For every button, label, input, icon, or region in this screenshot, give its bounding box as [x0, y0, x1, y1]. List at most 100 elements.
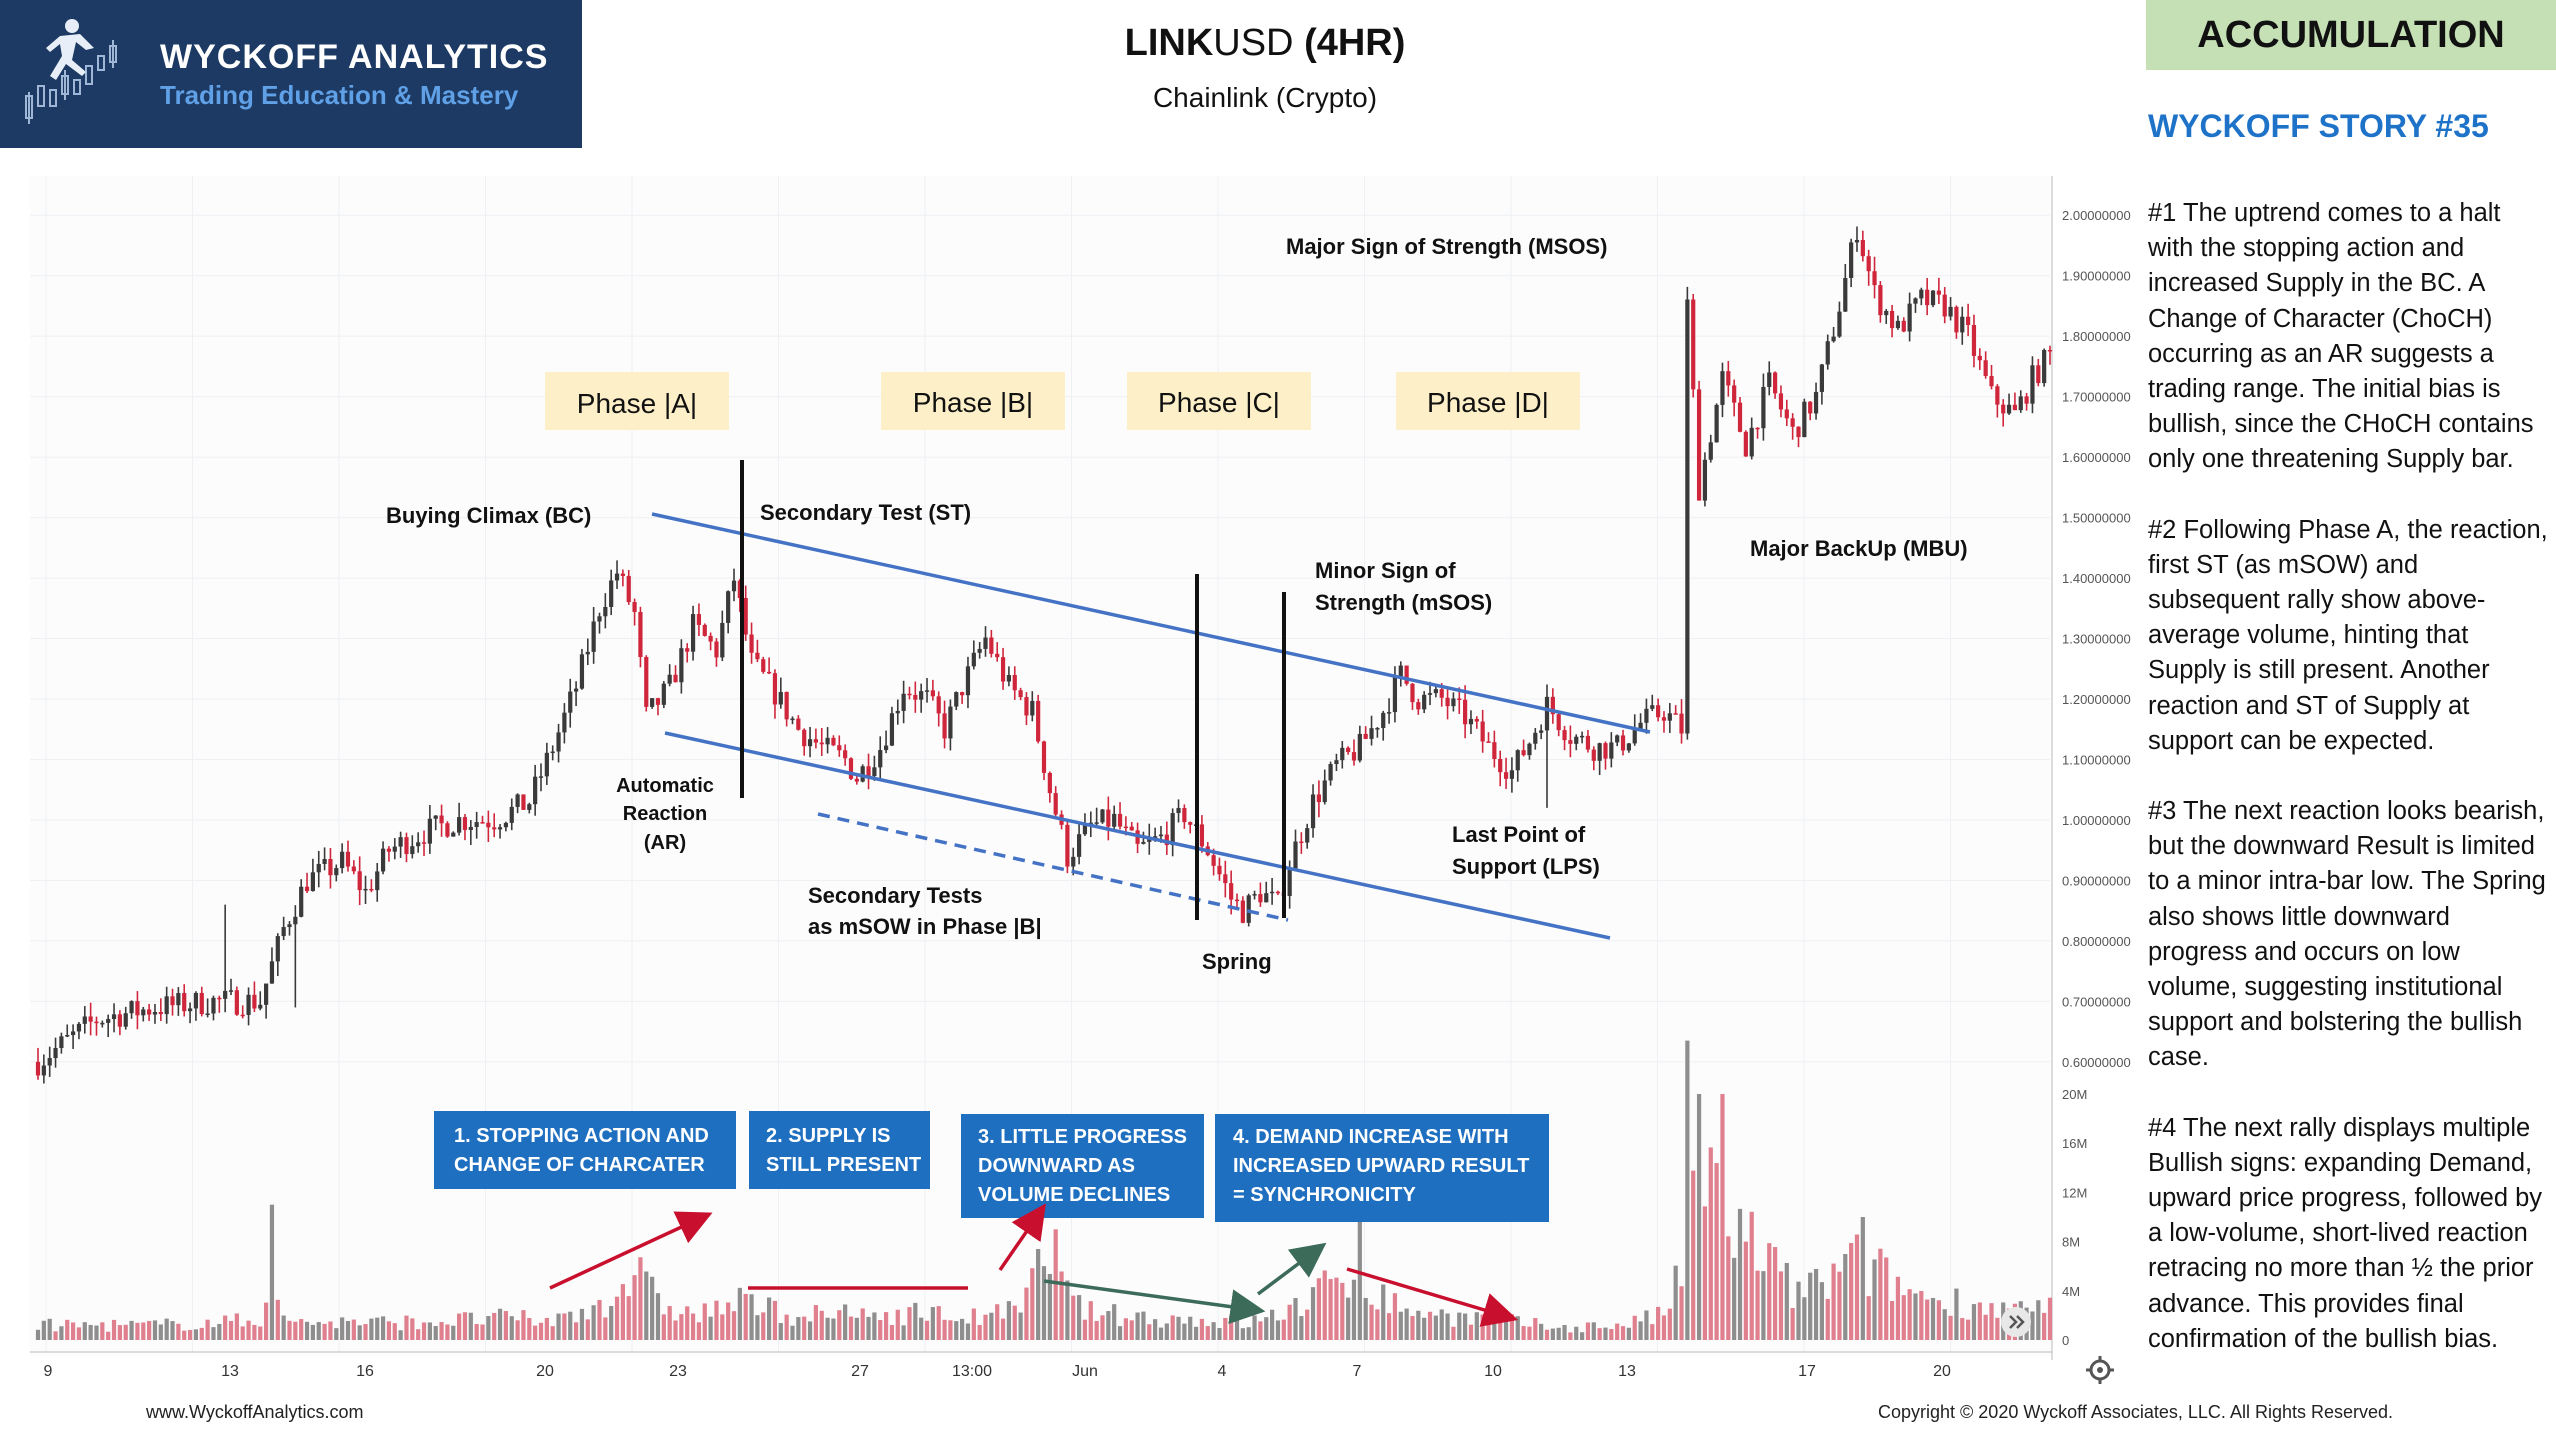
candle-body	[135, 1001, 140, 1016]
volume-bar	[1790, 1308, 1795, 1340]
candle-body	[223, 990, 228, 999]
candle-body	[614, 573, 620, 581]
candle-body	[889, 713, 895, 746]
volume-bar	[211, 1327, 216, 1340]
volume-bar	[579, 1308, 585, 1340]
candle-body	[749, 634, 754, 653]
candle-body	[1065, 824, 1070, 867]
candle-body	[1299, 841, 1304, 844]
volume-bar	[983, 1314, 988, 1340]
volume-bar	[960, 1318, 965, 1340]
volume-bar	[223, 1315, 228, 1340]
candle-body	[1825, 341, 1830, 365]
candle-body	[1772, 372, 1778, 394]
candle-body	[187, 1008, 193, 1012]
volume-bar	[205, 1319, 210, 1340]
candle-body	[111, 1014, 117, 1020]
volume-annotations: 1. STOPPING ACTION AND CHANGE OF CHARCAT…	[434, 1111, 1549, 1222]
volume-bar	[451, 1325, 456, 1340]
volume-bar	[1275, 1320, 1281, 1340]
volume-tick-label: 8M	[2062, 1235, 2080, 1250]
volume-bar	[609, 1306, 614, 1340]
candle-body	[1498, 758, 1503, 773]
chart-title: LINKUSD (4HR)	[900, 22, 1630, 65]
volume-bar	[1211, 1322, 1216, 1340]
candle-body	[1392, 676, 1398, 713]
candle-body	[603, 606, 608, 617]
st-label: Secondary Test (ST)	[760, 500, 971, 525]
candle-body	[1094, 822, 1099, 824]
volume-bar	[1036, 1248, 1041, 1340]
volume-bar	[182, 1330, 187, 1340]
candle-body	[176, 993, 181, 1006]
price-tick-label: 1.80000000	[2062, 329, 2131, 344]
candle-body	[597, 616, 602, 622]
volume-tick-label: 4M	[2062, 1284, 2080, 1299]
candle-body	[304, 886, 310, 892]
candle-body	[1468, 718, 1474, 725]
volume-bar	[685, 1306, 690, 1340]
candle-body	[632, 602, 637, 612]
volume-bar	[1714, 1163, 1719, 1340]
box1-line: CHANGE OF CHARCATER	[454, 1154, 705, 1176]
candle-body	[1527, 743, 1532, 756]
volume-bar	[410, 1318, 415, 1340]
time-axis: 9 13 16 20 23 27 13:00 Jun 4 7 10 13 17 20	[44, 1363, 1951, 1380]
story-paragraph: #2 Following Phase A, the reaction, firs…	[2148, 515, 2548, 755]
candle-body	[1264, 893, 1269, 903]
st-msow-label-line: Secondary Tests	[808, 883, 982, 908]
volume-bar	[492, 1312, 497, 1340]
candle-body	[2042, 349, 2047, 384]
candle-body	[152, 1011, 158, 1015]
candle-body	[796, 718, 801, 730]
candle-body	[1480, 721, 1485, 742]
candle-body	[784, 691, 789, 720]
candle-body	[1948, 306, 1953, 317]
volume-bar	[404, 1315, 409, 1340]
volume-bar	[1913, 1293, 1918, 1340]
candle-body	[1966, 316, 1971, 325]
settings-gear-icon[interactable]	[2086, 1356, 2114, 1384]
candle-body	[1568, 740, 1573, 744]
candle-body	[1223, 874, 1228, 884]
candle-body	[497, 827, 503, 830]
volume-bar	[427, 1322, 432, 1340]
volume-bar	[831, 1318, 836, 1340]
volume-bar	[1720, 1094, 1725, 1340]
volume-bar	[82, 1322, 87, 1340]
candle-body	[1609, 742, 1614, 759]
volume-bar	[217, 1323, 222, 1340]
volume-bar	[731, 1311, 737, 1340]
box4-line: 4. DEMAND INCREASE WITH	[1233, 1126, 1509, 1148]
candle-body	[1930, 290, 1936, 306]
candle-body	[503, 822, 509, 828]
candle-body	[1369, 728, 1374, 739]
candle-body	[562, 712, 567, 733]
volume-bar	[1539, 1323, 1544, 1340]
volume-bar	[1960, 1318, 1965, 1340]
volume-bar	[1112, 1304, 1117, 1340]
volume-bar	[1626, 1327, 1631, 1340]
volume-bar	[398, 1330, 403, 1340]
candle-body	[1720, 371, 1725, 405]
candle-body	[193, 992, 199, 1009]
candle-body	[866, 766, 871, 777]
candle-body	[837, 745, 842, 751]
candle-body	[1427, 693, 1433, 695]
candle-body	[240, 1014, 245, 1017]
candle-body	[2012, 404, 2018, 411]
volume-bar	[1281, 1319, 1286, 1340]
candle-body	[1486, 741, 1491, 743]
volume-bar	[1170, 1315, 1175, 1340]
volume-bar	[1287, 1304, 1292, 1340]
volume-bar	[304, 1321, 310, 1340]
footer-website[interactable]: www.WyckoffAnalytics.com	[146, 1402, 364, 1422]
candle-body	[1006, 675, 1012, 682]
candle-body	[1790, 418, 1795, 427]
volume-bar	[1825, 1298, 1830, 1340]
scroll-forward-icon[interactable]	[2001, 1307, 2031, 1337]
volume-bar	[1223, 1317, 1228, 1340]
volume-bar	[1018, 1312, 1023, 1340]
candle-body	[451, 832, 456, 837]
candle-body	[679, 648, 684, 683]
